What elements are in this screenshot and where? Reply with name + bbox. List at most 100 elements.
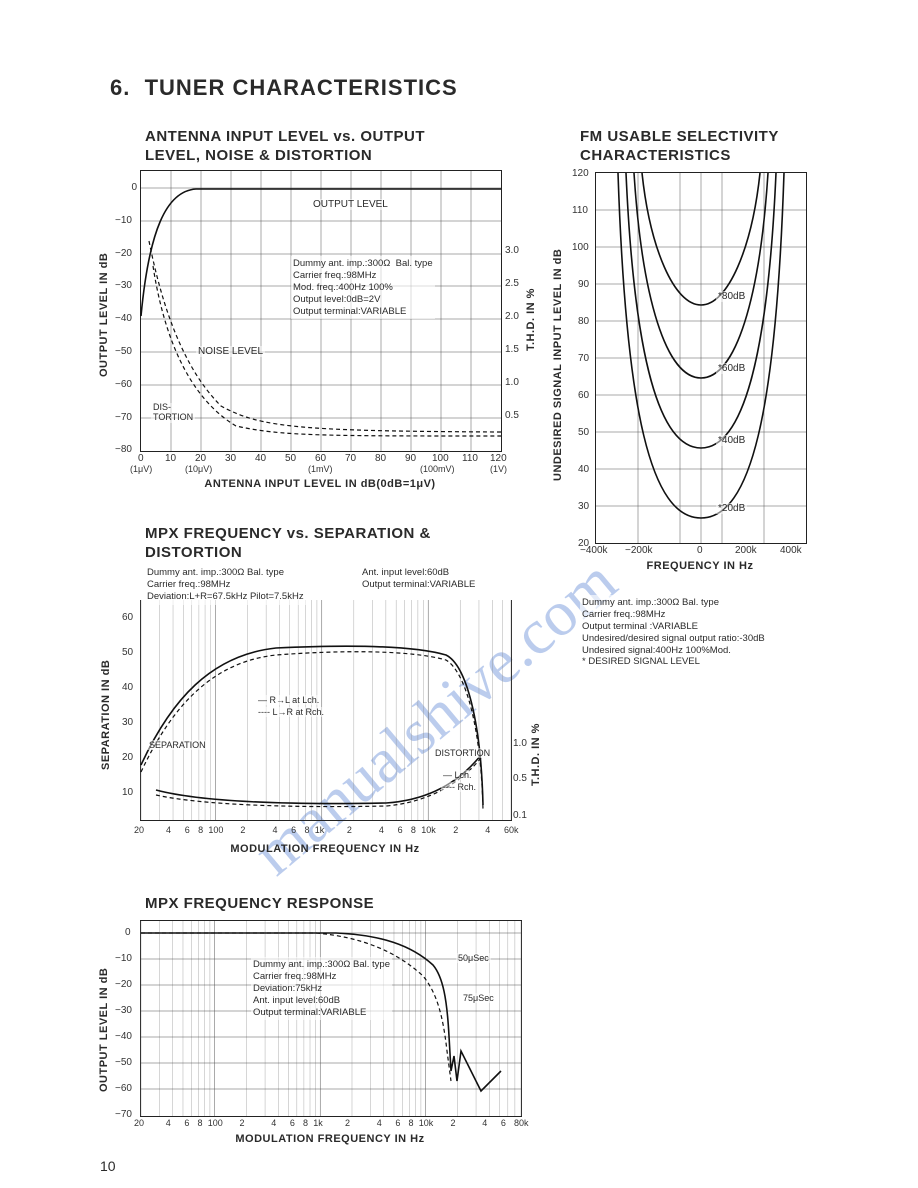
chart4-ytick: −40 — [115, 1031, 132, 1042]
log-xtick: 4 — [166, 1118, 171, 1128]
chart1-x-label: ANTENNA INPUT LEVEL IN dB(0dB=1μV) — [175, 478, 465, 490]
chart2-title-line1: FM USABLE SELECTIVITY — [580, 128, 779, 145]
chart3-x-label: MODULATION FREQUENCY IN Hz — [200, 843, 450, 855]
log-xtick: 6 — [291, 825, 296, 835]
log-xtick: 4 — [272, 825, 277, 835]
chart4-ytick: −60 — [115, 1083, 132, 1094]
chart1-xtick: 0 — [138, 453, 144, 464]
chart4-plot-area: Dummy ant. imp.:300Ω Bal. type Carrier f… — [140, 920, 522, 1117]
log-xtick: 100 — [208, 1118, 223, 1128]
chart4-y-label: OUTPUT LEVEL IN dB — [98, 955, 110, 1105]
chart3-plot-area: SEPARATION DISTORTION — R→L at Lch. ----… — [140, 600, 512, 821]
chart1-xtick: 40 — [255, 453, 266, 464]
chart3-lr: ---- L→R at Rch. — [256, 707, 326, 717]
chart1-xtick: 20 — [195, 453, 206, 464]
chart2-curve-60: *60dB — [716, 363, 747, 374]
log-xtick: 4 — [485, 825, 490, 835]
chart3-ytick: 30 — [122, 717, 133, 728]
chart1-dist-label: DIS- TORTION — [151, 403, 195, 423]
chart1-title-line2: LEVEL, NOISE & DISTORTION — [145, 147, 372, 164]
chart3-title-line2: DISTORTION — [145, 544, 242, 561]
chart2-ytick: 40 — [578, 464, 589, 475]
chart1-ytick: −50 — [115, 346, 132, 357]
chart3-sep-label: SEPARATION — [147, 740, 208, 750]
chart3-ytick: 20 — [122, 752, 133, 763]
chart1-ytick-r: 1.0 — [505, 377, 519, 388]
chart1-ytick: 0 — [125, 182, 137, 193]
chart1-xsub: (10μV) — [185, 464, 212, 474]
log-xtick: 8 — [303, 1118, 308, 1128]
chart3-rch: ---- Rch. — [441, 782, 478, 792]
log-xtick: 8 — [304, 825, 309, 835]
chart1-xsub: (1V) — [490, 464, 507, 474]
log-xtick: 1k — [315, 825, 325, 835]
log-xtick: 80k — [514, 1118, 529, 1128]
chart1-xtick: 70 — [345, 453, 356, 464]
log-xtick: 4 — [482, 1118, 487, 1128]
chart3-ytick: 10 — [122, 787, 133, 798]
chart4-ytick: −10 — [115, 953, 132, 964]
log-xtick: 2 — [240, 825, 245, 835]
chart1-xtick: 10 — [165, 453, 176, 464]
chart3-ytick: 60 — [122, 612, 133, 623]
chart2-xtick: −200k — [625, 545, 653, 556]
chart4-ytick: −50 — [115, 1057, 132, 1068]
chart2-ytick: 110 — [572, 205, 588, 216]
log-xtick: 4 — [166, 825, 171, 835]
log-xtick: 100 — [208, 825, 223, 835]
log-xtick: 60k — [504, 825, 519, 835]
chart3-lch: — Lch. — [441, 770, 474, 780]
log-xtick: 6 — [398, 825, 403, 835]
chart3-ytick-r: 0.5 — [513, 773, 527, 784]
log-xtick: 8 — [411, 825, 416, 835]
section-number: 6. — [110, 75, 130, 100]
log-xtick: 6 — [395, 1118, 400, 1128]
chart3-y-label-right: T.H.D. IN % — [530, 710, 542, 800]
chart1-xsub: (100mV) — [420, 464, 455, 474]
chart1-ytick: −30 — [115, 280, 132, 291]
log-xtick: 2 — [450, 1118, 455, 1128]
chart1-ytick-r: 1.5 — [505, 344, 519, 355]
chart3-info-right: Ant. input level:60dB Output terminal:VA… — [360, 565, 477, 593]
log-xtick: 1k — [313, 1118, 323, 1128]
chart3-ytick-r: 1.0 — [513, 738, 527, 749]
chart1-xtick: 30 — [225, 453, 236, 464]
log-xtick: 8 — [198, 825, 203, 835]
chart2-y-label: UNDESIRED SIGNAL INPUT LEVEL IN dB — [552, 225, 564, 505]
chart2-plot-area: *80dB *60dB *40dB *20dB — [595, 172, 807, 544]
chart1-xsub: (1mV) — [308, 464, 333, 474]
chart2-title: FM USABLE SELECTIVITY CHARACTERISTICS — [580, 128, 779, 166]
chart2-curve-40: *40dB — [716, 435, 747, 446]
chart4-ytick: −70 — [115, 1109, 132, 1120]
chart1-ytick-r: 2.0 — [505, 311, 519, 322]
chart2-ytick: 50 — [578, 427, 589, 438]
chart1-xtick: 120 — [490, 453, 507, 464]
chart4-ytick: −30 — [115, 1005, 132, 1016]
chart1-xtick: 90 — [405, 453, 416, 464]
log-xtick: 2 — [453, 825, 458, 835]
chart1-plot-area: OUTPUT LEVEL NOISE LEVEL DIS- TORTION Du… — [140, 170, 502, 452]
log-xtick: 10k — [419, 1118, 434, 1128]
chart1-y-label-left: OUTPUT LEVEL IN dB — [98, 230, 110, 400]
log-xtick: 6 — [185, 825, 190, 835]
chart2-ytick: 120 — [572, 168, 589, 179]
log-xtick: 6 — [290, 1118, 295, 1128]
chart1-ytick-r: 0.5 — [505, 410, 519, 421]
chart4-ytick: 0 — [125, 927, 131, 938]
chart3-ytick-r: 0.1 — [513, 810, 527, 821]
chart2-xtick: −400k — [580, 545, 608, 556]
log-xtick: 20 — [134, 825, 144, 835]
chart1-ytick: −70 — [115, 412, 132, 423]
chart3-title: MPX FREQUENCY vs. SEPARATION & DISTORTIO… — [145, 525, 431, 563]
chart4-x-label: MODULATION FREQUENCY IN Hz — [200, 1133, 460, 1145]
chart4-50us: 50μSec — [456, 953, 491, 963]
chart4-ytick: −20 — [115, 979, 132, 990]
chart2-xtick: 0 — [697, 545, 703, 556]
chart2-curve-20: *20dB — [716, 503, 747, 514]
chart3-ytick: 40 — [122, 682, 133, 693]
chart1-ytick: −10 — [115, 215, 132, 226]
log-xtick: 20 — [134, 1118, 144, 1128]
page-number: 10 — [100, 1158, 116, 1174]
chart2-ytick: 80 — [578, 316, 589, 327]
chart2-ytick: 70 — [578, 353, 589, 364]
